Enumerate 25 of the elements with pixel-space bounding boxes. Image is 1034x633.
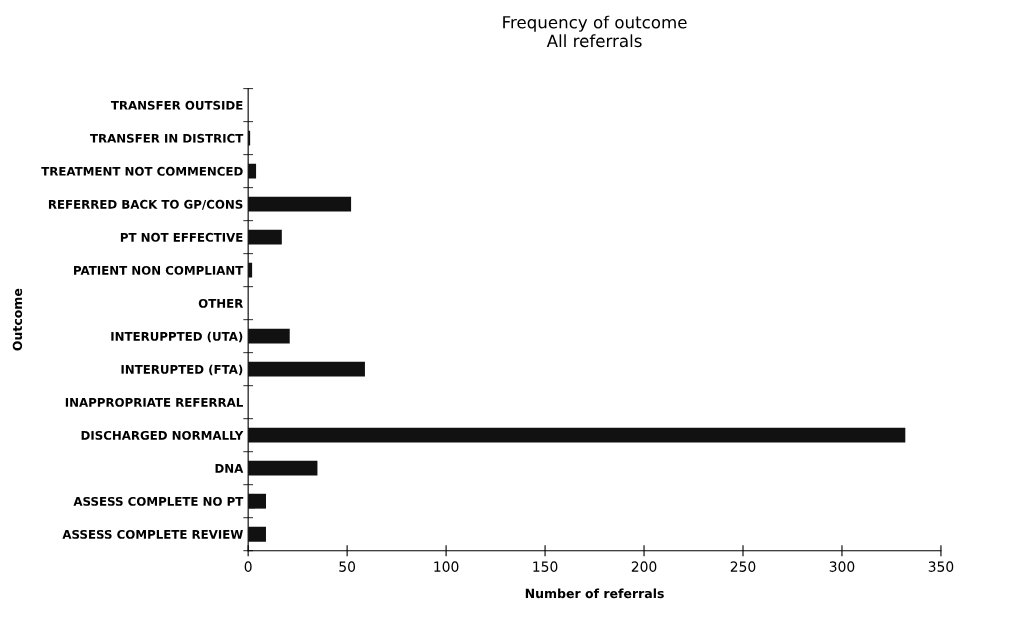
- y-tick-label: INTERUPPTED (UTA): [111, 331, 243, 343]
- x-tick-label: 350: [928, 561, 954, 572]
- x-tick-label: 300: [829, 561, 855, 572]
- x-tick-label: 200: [631, 561, 657, 572]
- x-tick-label: 150: [533, 561, 558, 572]
- x-tick-label: 250: [730, 561, 756, 572]
- y-tick-label: DNA: [215, 464, 244, 473]
- y-tick-label: ASSESS COMPLETE REVIEW: [62, 529, 243, 539]
- y-tick-label: TREATMENT NOT COMMENCED: [41, 166, 243, 176]
- y-tick-label: TRANSFER IN DISTRICT: [90, 133, 244, 143]
- y-tick-label: INAPPROPRIATE REFERRAL: [65, 397, 243, 407]
- y-tick-label: PATIENT NON COMPLIANT: [74, 265, 244, 275]
- y-tick-label: ASSESS COMPLETE NO PT: [73, 496, 244, 506]
- y-tick-label: REFERRED BACK TO GP/CONS: [48, 199, 243, 210]
- y-tick-label: TRANSFER OUTSIDE: [110, 100, 243, 110]
- y-tick-label: PT NOT EFFECTIVE: [120, 232, 243, 242]
- y-axis-title: Outcome: [12, 288, 23, 351]
- x-tick-label: 100: [434, 561, 459, 572]
- x-axis-title: Number of referrals: [525, 588, 664, 599]
- x-tick-label: 50: [339, 561, 356, 572]
- y-tick-label: INTERUPTED (FTA): [121, 364, 243, 376]
- y-tick-label: OTHER: [198, 298, 244, 308]
- chart-title: Frequency of outcome All referrals: [503, 15, 687, 48]
- x-tick-label: 0: [244, 561, 252, 572]
- y-tick-label: DISCHARGED NORMALLY: [81, 430, 244, 440]
